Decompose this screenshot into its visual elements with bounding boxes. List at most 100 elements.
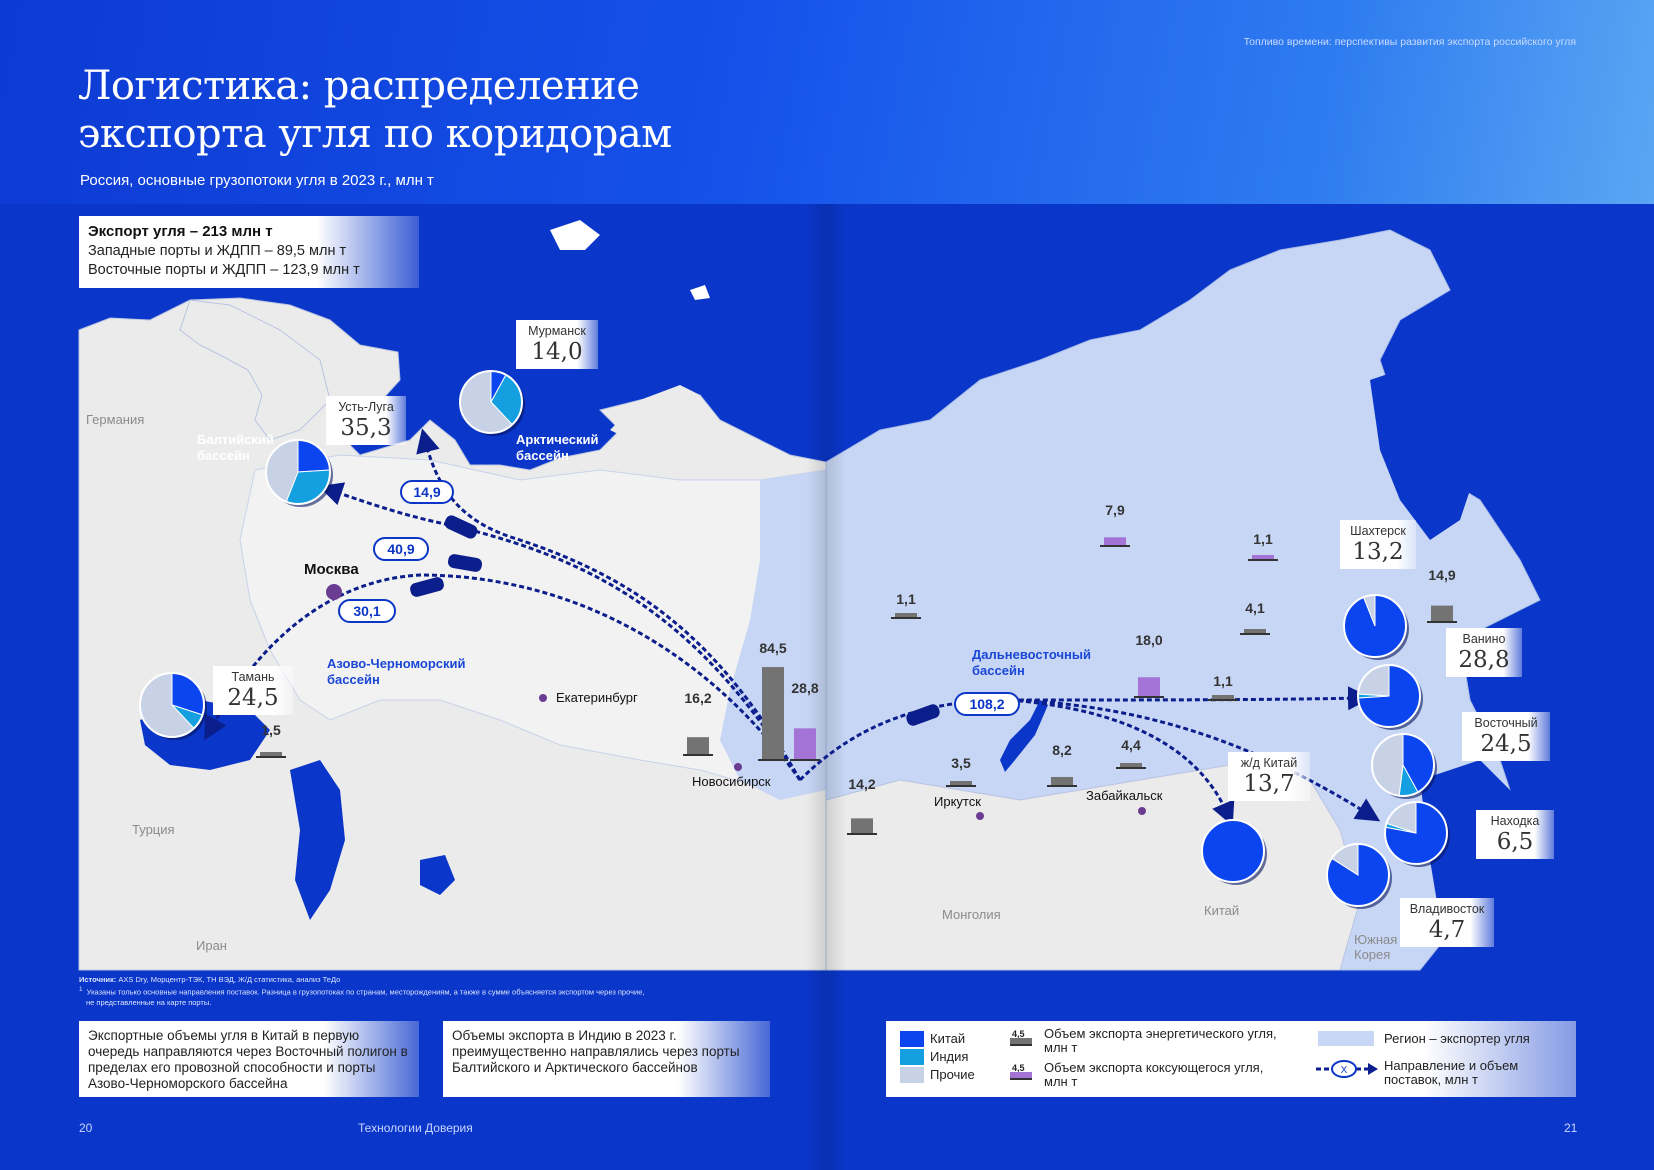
- legend-swatch-region: [1318, 1031, 1374, 1046]
- legend-other: Прочие: [930, 1067, 975, 1082]
- legend-coking-line-1: Объем экспорта коксующегося угля,: [1044, 1060, 1264, 1075]
- train-icons: [410, 515, 940, 726]
- bar-label: 1,5: [261, 722, 281, 738]
- basin-azov-black-sea: Азово-Черноморский бассейн: [327, 656, 466, 688]
- volume-bar: [1051, 776, 1073, 786]
- volume-bar: [1244, 629, 1266, 634]
- legend-direction-symbol: X: [1316, 1060, 1378, 1078]
- sea-of-okhotsk: [1370, 360, 1480, 540]
- flow-value-murmansk: 14,9: [400, 480, 454, 504]
- country-turkey: Турция: [132, 822, 175, 837]
- port-name: Усть-Луга: [338, 400, 394, 414]
- country-iran: Иран: [196, 938, 227, 953]
- basin-arctic-line-2: бассейн: [516, 448, 569, 463]
- land-arctic-island-small: [690, 285, 710, 300]
- pie-outline: [1201, 819, 1265, 883]
- legend-region: Регион – экспортер угля: [1384, 1031, 1530, 1046]
- page-fold: [806, 204, 846, 1170]
- legend-direction-line-1: Направление и объем: [1384, 1058, 1519, 1073]
- train-icon: [410, 577, 444, 597]
- basin-arctic: Арктический бассейн: [516, 432, 599, 464]
- sources-line: Источник: AXS Dry, Морцентр-ТЭК, ТН ВЭД,…: [79, 975, 779, 985]
- land-novaya-zemlya: [610, 385, 700, 440]
- country-germany: Германия: [86, 412, 145, 427]
- city-ekaterinburg: Екатеринбург: [556, 690, 638, 705]
- bar-label: 1,1: [1253, 531, 1273, 547]
- export-summary-west: Западные порты и ЖДПП – 89,5 млн т: [88, 243, 347, 259]
- country-mongolia: Монголия: [942, 907, 1001, 922]
- bar-label: 18,0: [1135, 632, 1163, 648]
- legend-direction-symbol-letter: X: [1341, 1065, 1348, 1076]
- volume-bar: [794, 728, 816, 760]
- port-value: 6,5: [1496, 829, 1534, 855]
- pie-outline: [265, 439, 331, 505]
- volume-bar: [1212, 695, 1234, 700]
- flow-routes: [204, 428, 1381, 827]
- legend-swatch-india: [900, 1049, 924, 1065]
- country-china: Китай: [1204, 903, 1240, 918]
- port-value: 13,2: [1352, 539, 1404, 565]
- pie-outline: [459, 370, 523, 434]
- basin-baltic: Балтийский бассейн: [197, 432, 274, 464]
- note-box-india: Объемы экспорта в Индию в 2023 г. преиму…: [443, 1021, 770, 1097]
- volume-bar: [950, 781, 972, 786]
- volume-bar: [851, 818, 873, 834]
- port-name: ж/д Китай: [1240, 756, 1298, 770]
- export-summary-title: Экспорт угля – 213 млн т: [88, 223, 273, 240]
- port-name: Мурманск: [528, 324, 586, 338]
- pie-outline: [1326, 843, 1390, 907]
- page-number-left: 20: [79, 1121, 93, 1135]
- basin-baltic-line-1: Балтийский: [197, 432, 274, 447]
- volume-bar: [1120, 763, 1142, 768]
- port-label-taman: Тамань 24,5: [213, 666, 293, 715]
- volume-bar: [1252, 555, 1274, 560]
- route-taman: [204, 573, 802, 781]
- pie-outline: [1343, 594, 1407, 658]
- bar-label: 28,8: [791, 680, 819, 696]
- sources-label: Источник:: [79, 975, 117, 984]
- port-value: 14,0: [531, 339, 583, 365]
- bar-label: 4,1: [1245, 600, 1265, 616]
- footnote-line-2: не представленные на карте порты.: [86, 997, 212, 1007]
- basin-azov-line-1: Азово-Черноморский: [327, 656, 466, 671]
- volume-bar: [687, 737, 709, 755]
- route-china-rail: [1009, 698, 1235, 827]
- port-name: Шахтерск: [1350, 524, 1406, 538]
- land-arctic-island: [550, 220, 600, 250]
- coal-export-map: [78, 204, 1576, 1170]
- basin-baltic-line-2: бассейн: [197, 448, 250, 463]
- port-label-nakhodka: Находка 6,5: [1476, 810, 1554, 859]
- volume-bar: [260, 752, 282, 757]
- legend-india: Индия: [930, 1049, 969, 1064]
- port-value: 24,5: [1480, 731, 1532, 757]
- legend-coking-bar: [1010, 1072, 1032, 1080]
- basin-arctic-line-1: Арктический: [516, 432, 599, 447]
- volume-bar: [1104, 537, 1126, 546]
- train-icon: [906, 704, 940, 726]
- sources-text: AXS Dry, Морцентр-ТЭК, ТН ВЭД, Ж/Д стати…: [116, 975, 341, 984]
- legend-direction-line-2: поставок, млн т: [1384, 1072, 1478, 1087]
- basin-far-east: Дальневосточный бассейн: [972, 647, 1091, 679]
- port-value: 13,7: [1243, 771, 1295, 797]
- page-subtitle: Россия, основные грузопотоки угля в 2023…: [80, 172, 434, 189]
- bar-label: 1,1: [896, 591, 916, 607]
- route-murmansk: [416, 428, 802, 781]
- legend-swatch-china: [900, 1031, 924, 1047]
- ekaterinburg-dot: [539, 694, 547, 702]
- legend-energy-sample-value: 4,5: [1012, 1029, 1025, 1039]
- legend-energy-bar: [1010, 1038, 1032, 1046]
- report-title-note: Топливо времени: перспективы развития эк…: [1243, 36, 1576, 48]
- pie-outline: [139, 672, 205, 738]
- flow-value-ust-luga: 40,9: [373, 537, 429, 561]
- port-name: Владивосток: [1409, 902, 1485, 916]
- header: Топливо времени: перспективы развития эк…: [0, 0, 1654, 204]
- flow-value-taman: 30,1: [338, 599, 396, 623]
- bar-label: 16,2: [684, 690, 712, 706]
- volume-bar: [762, 667, 784, 760]
- basin-far-east-line-2: бассейн: [972, 663, 1025, 678]
- legend-coking-sample-value: 4,5: [1012, 1063, 1025, 1073]
- bar-label: 1,1: [1213, 673, 1233, 689]
- volume-bar: [895, 613, 917, 618]
- port-label-vostochny: Восточный 24,5: [1462, 712, 1550, 761]
- country-korea-line-2: Корея: [1354, 947, 1391, 962]
